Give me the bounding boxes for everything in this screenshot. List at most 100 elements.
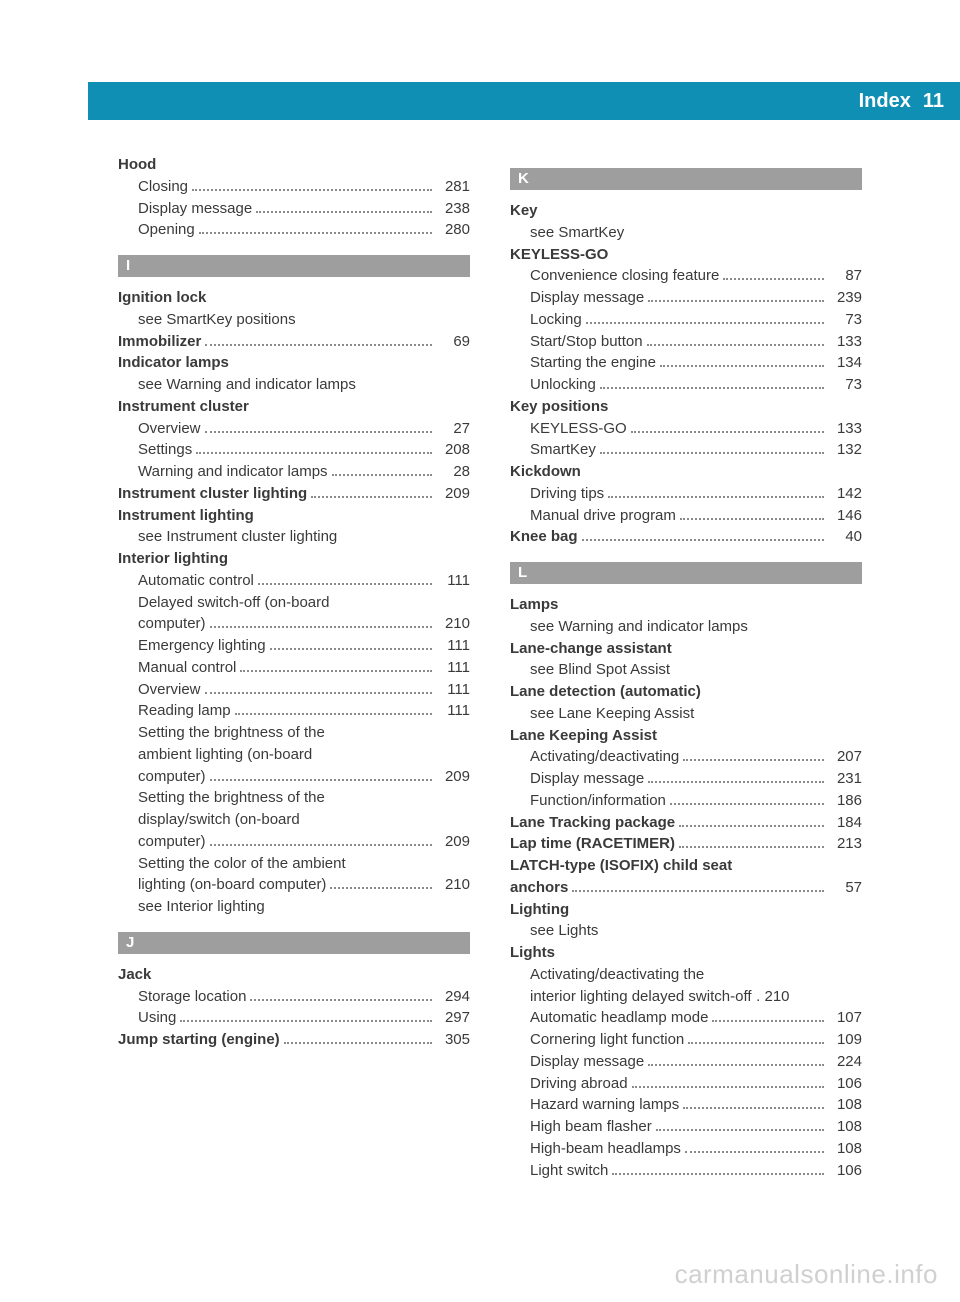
page-ref: 107 [828,1007,862,1029]
index-entry-label: Lap time (RACETIMER) [510,833,675,855]
index-subentry-label: Convenience closing feature [530,265,719,287]
leader-dots [199,222,432,234]
index-subentry-label: lighting (on-board computer) [138,874,326,896]
leader-dots [631,421,824,433]
left-column: HoodClosing 281Display message 238Openin… [118,154,470,1181]
index-subentry: Reading lamp 111 [118,700,470,722]
index-heading-label: Lane Keeping Assist [510,725,657,747]
index-heading-label: Instrument lighting [118,505,254,527]
index-see-ref: see Interior lighting [118,896,470,918]
index-subentry: Driving tips 142 [510,483,862,505]
index-entry: Instrument cluster lighting 209 [118,483,470,505]
index-subentry-label: computer) [138,831,206,853]
page-ref: 209 [436,483,470,505]
page-ref: 106 [828,1073,862,1095]
page-ref: 146 [828,505,862,527]
index-heading: Kickdown [510,461,862,483]
index-subentry-label: Storage location [138,986,246,1008]
index-see-ref: see SmartKey positions [118,309,470,331]
index-subentry: High beam flasher 108 [510,1116,862,1138]
index-heading: Lamps [510,594,862,616]
index-subentry-label: Automatic control [138,570,254,592]
index-subentry: Activating/deactivating 207 [510,746,862,768]
page-ref: 224 [828,1051,862,1073]
page-ref: 27 [436,418,470,440]
index-subentry-label: Warning and indicator lamps [138,461,328,483]
index-subentry-line: ambient lighting (on-board [118,744,470,766]
page-ref: 208 [436,439,470,461]
index-entry: anchors 57 [510,877,862,899]
leader-dots [670,793,824,805]
header-page-number: 11 [923,90,944,113]
index-entry-label: Jump starting (engine) [118,1029,280,1051]
page-ref: 231 [828,768,862,790]
index-subentry: Locking 73 [510,309,862,331]
page-ref: 87 [828,265,862,287]
index-subentry: computer) 209 [118,831,470,853]
index-subentry-label: Emergency lighting [138,635,266,657]
index-subentry: Manual control 111 [118,657,470,679]
index-heading: Indicator lamps [118,352,470,374]
index-subentry-label: Display message [530,287,644,309]
page-ref: 209 [436,831,470,853]
index-heading-label: Jack [118,964,151,986]
index-subentry-label: SmartKey [530,439,596,461]
leader-dots [205,421,432,433]
index-subentry-label: Overview [138,679,201,701]
page-ref: 69 [436,331,470,353]
page-ref: 111 [436,679,470,701]
index-subentry: Unlocking 73 [510,374,862,396]
page-ref: 305 [436,1029,470,1051]
section-heading: K [510,168,862,190]
leader-dots [688,1032,824,1044]
leader-dots [608,486,824,498]
index-entry-label: anchors [510,877,568,899]
leader-dots [632,1076,824,1088]
index-subentry-line: Activating/deactivating the [510,964,862,986]
index-subentry: Cornering light function 109 [510,1029,862,1051]
leader-dots [612,1163,824,1175]
index-subentry: Convenience closing feature 87 [510,265,862,287]
page-ref: 108 [828,1116,862,1138]
columns: HoodClosing 281Display message 238Openin… [118,154,872,1181]
index-subentry-label: Hazard warning lamps [530,1094,679,1116]
index-subentry-label: High-beam headlamps [530,1138,681,1160]
index-subentry-label: KEYLESS-GO [530,418,627,440]
page-ref: 109 [828,1029,862,1051]
index-subentry-label: Unlocking [530,374,596,396]
index-subentry: SmartKey 132 [510,439,862,461]
index-entry: Knee bag 40 [510,526,862,548]
leader-dots [600,442,824,454]
leader-dots [330,877,432,889]
leader-dots [256,201,432,213]
index-heading: Hood [118,154,470,176]
page-ref: 209 [436,766,470,788]
index-subentry-line: Setting the brightness of the [118,787,470,809]
index-subentry-label: Manual control [138,657,236,679]
index-heading-label: Ignition lock [118,287,206,309]
page-ref: 184 [828,812,862,834]
index-subentry-label: interior lighting delayed switch-off [530,986,752,1008]
page-ref: 134 [828,352,862,374]
leader-dots [712,1010,824,1022]
page-ref: 142 [828,483,862,505]
index-heading: Instrument cluster [118,396,470,418]
page-ref: 186 [828,790,862,812]
leader-dots [723,268,824,280]
index-heading-label: Interior lighting [118,548,228,570]
page-ref: 73 [828,374,862,396]
page-ref: 239 [828,287,862,309]
page-ref: 281 [436,176,470,198]
leader-dots [648,771,824,783]
index-heading-line: LATCH-type (ISOFIX) child seat [510,855,862,877]
index-heading: Key positions [510,396,862,418]
index-subentry-line: Setting the color of the ambient [118,853,470,875]
index-heading-label: LATCH-type (ISOFIX) child seat [510,855,732,877]
index-subentry-label: Starting the engine [530,352,656,374]
leader-dots [648,1054,824,1066]
index-see-ref: see Lights [510,920,862,942]
index-subentry: Display message 239 [510,287,862,309]
index-page: Index 11 HoodClosing 281Display message … [0,0,960,1302]
leader-dots [210,769,432,781]
index-heading: Key [510,200,862,222]
